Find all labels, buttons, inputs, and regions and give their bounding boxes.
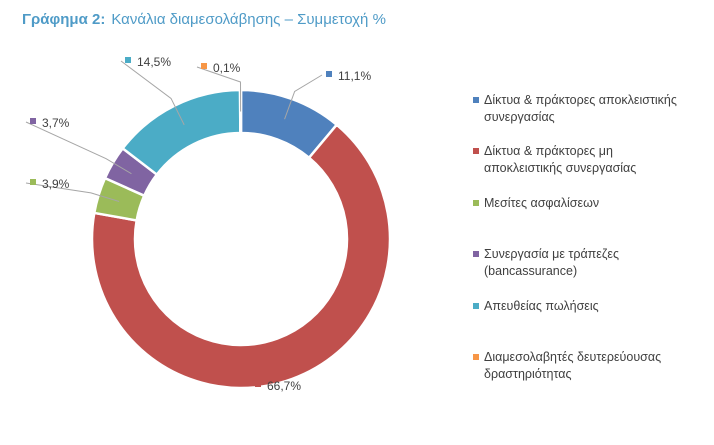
data-label: 11,1%	[338, 69, 371, 83]
label-color-marker	[255, 381, 261, 387]
label-color-marker	[30, 118, 36, 124]
legend-label: Δίκτυα & πράκτορες αποκλειστικής	[484, 93, 677, 107]
legend-label: Διαμεσολαβητές δευτερεύουσας	[484, 350, 661, 364]
legend-swatch	[473, 251, 479, 257]
legend-label: Δίκτυα & πράκτορες μη	[484, 144, 613, 158]
leader-lines	[25, 60, 323, 202]
donut-slice	[120, 88, 242, 177]
label-color-marker	[125, 57, 131, 63]
chart-title: Γράφημα 2: Κανάλια διαμεσολάβησης – Συμμε…	[22, 11, 386, 28]
label-color-marker	[30, 179, 36, 185]
legend-swatch	[473, 200, 479, 206]
legend-label: δραστηριότητας	[484, 367, 571, 381]
label-color-marker	[201, 63, 207, 69]
data-label: 0,1%	[213, 61, 241, 75]
data-label: 14,5%	[137, 55, 171, 69]
chart-title-prefix: Γράφημα 2:	[22, 11, 106, 28]
donut-slice	[90, 123, 392, 390]
legend-swatch	[473, 148, 479, 154]
leader-line	[25, 121, 132, 175]
legend-label: Απευθείας πωλήσεις	[484, 299, 599, 313]
legend-swatch	[473, 97, 479, 103]
data-label: 3,7%	[42, 116, 70, 130]
legend-label: Συνεργασία με τράπεζες	[484, 247, 619, 261]
leader-line	[196, 66, 242, 112]
legend-swatch	[473, 354, 479, 360]
leader-line	[120, 60, 185, 126]
legend-label: συνεργασίας	[484, 110, 555, 124]
legend-label: (bancassurance)	[484, 264, 577, 278]
chart-title-text: Κανάλια διαμεσολάβησης – Συμμετοχή %	[111, 11, 386, 28]
label-color-marker	[326, 71, 332, 77]
chart-legend: Δίκτυα & πράκτορες αποκλειστικής συνεργασ…	[473, 93, 677, 381]
legend-swatch	[473, 303, 479, 309]
legend-label: αποκλειστικής συνεργασίας	[484, 161, 636, 175]
legend-label: Μεσίτες ασφαλίσεων	[484, 196, 599, 210]
leader-line	[25, 182, 120, 202]
donut-slices	[90, 88, 392, 390]
data-labels: 11,1% 66,7% 3,9% 3,7% 14,5% 0,1%	[30, 55, 371, 393]
leader-line	[284, 74, 323, 120]
data-label: 3,9%	[42, 177, 70, 191]
data-label: 66,7%	[267, 379, 301, 393]
